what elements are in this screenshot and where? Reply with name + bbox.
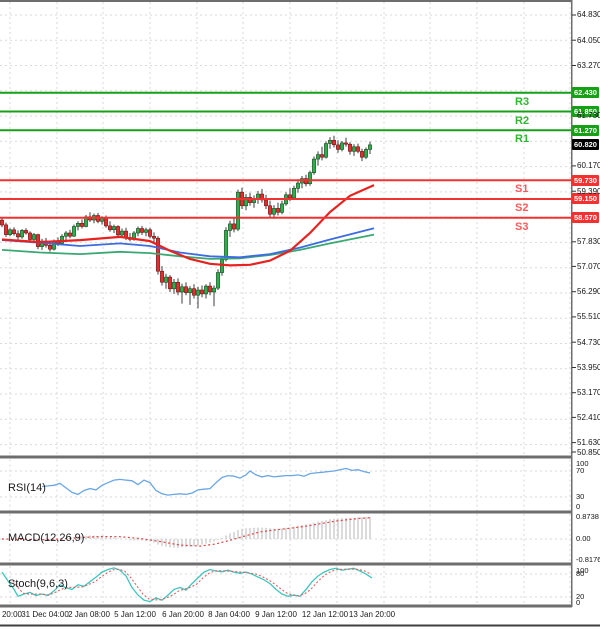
fast-ma-line [1,184,375,267]
bear-candle [80,223,84,227]
bull-candle [120,230,124,236]
plot-right-border [571,0,573,607]
bear-candle [268,205,272,215]
bull-candle [216,272,220,289]
bull-candle [296,182,300,189]
mid-ma-line [1,227,375,259]
bull-candle [340,142,344,150]
bear-candle [344,142,348,145]
bear-candle [48,245,52,250]
bear-candle [12,229,16,235]
bear-candle [176,281,180,293]
bear-candle [332,140,336,146]
bear-candle [276,208,280,213]
bear-candle [160,270,164,283]
bull-candle [76,223,80,227]
bull-candle [224,230,228,260]
bear-candle [360,151,364,158]
bear-candle [336,144,340,150]
panel-separator [0,562,572,566]
bull-candle [112,226,116,231]
bull-candle [364,149,368,158]
panel-separator [0,604,572,608]
panel-separator [0,510,572,514]
bull-candle [172,281,176,290]
bull-candle [236,191,240,230]
candlestick-series [0,135,372,309]
bull-candle [352,146,356,152]
bear-candle [348,143,352,152]
bull-candle [144,229,148,233]
bull-candle [308,172,312,184]
bear-candle [264,199,268,207]
bull-candle [196,289,200,296]
bull-candle [328,140,332,144]
bear-candle [4,224,8,235]
bear-candle [108,225,112,231]
time-axis-line [0,624,600,627]
bear-candle [208,285,212,293]
bull-candle [8,229,12,236]
bull-candle [280,203,284,213]
bear-candle [116,226,120,236]
bull-candle [324,143,328,158]
bear-candle [104,217,108,227]
bull-candle [136,228,140,234]
slow-ma-line [1,233,375,260]
bear-candle [0,219,4,226]
bull-candle [20,230,24,238]
bull-candle [220,259,224,273]
bear-candle [288,194,292,199]
bear-candle [16,233,20,238]
bear-candle [152,236,156,239]
bear-candle [148,229,152,237]
bear-candle [356,146,360,152]
bull-candle [312,158,316,174]
bull-candle [228,223,232,231]
bull-candle [188,288,192,293]
bear-candle [304,178,308,185]
bull-candle [164,276,168,283]
bear-candle [24,230,28,234]
rsi-line [41,467,371,496]
bull-candle [180,286,184,293]
bull-candle [212,287,216,293]
bear-candle [68,232,72,237]
bull-candle [32,234,36,240]
panel-separator [0,455,572,459]
bull-candle [204,285,208,295]
bull-candle [64,232,68,237]
bear-candle [36,234,40,247]
bear-candle [200,289,204,295]
bear-candle [192,288,196,296]
bull-candle [368,144,372,150]
bull-candle [316,154,320,160]
bull-candle [72,226,76,237]
bear-candle [28,232,32,240]
bear-candle [232,223,236,230]
bull-candle [292,188,296,199]
bull-candle [272,208,276,215]
bear-candle [320,154,324,158]
stoch-d-line [12,568,372,601]
bear-candle [140,228,144,233]
stoch-k-line [1,567,373,603]
bear-candle [168,276,172,290]
panel-separator [0,0,572,2]
bull-candle [256,193,260,199]
bear-candle [184,286,188,293]
bull-candle [244,197,248,207]
